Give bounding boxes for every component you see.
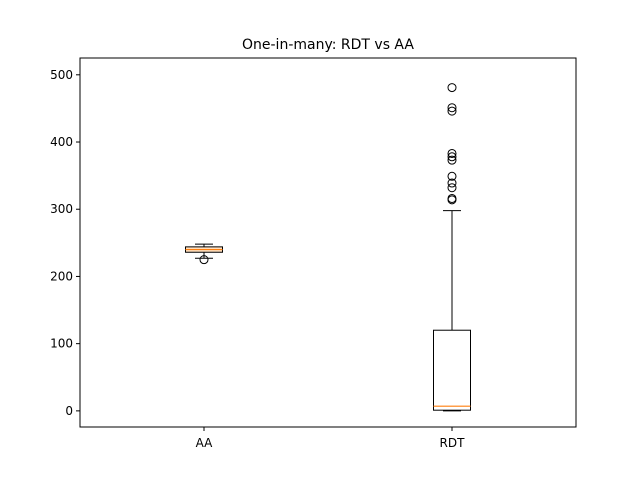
outlier-point bbox=[447, 171, 457, 181]
box-aa bbox=[185, 243, 223, 265]
y-axis: 0 100 200 300 400 500 bbox=[50, 68, 80, 418]
y-tick-label: 0 bbox=[65, 404, 73, 418]
x-axis: AA RDT bbox=[196, 427, 466, 450]
y-tick-label: 300 bbox=[50, 202, 73, 216]
outlier-point bbox=[447, 155, 457, 165]
outlier-point bbox=[447, 183, 457, 193]
plot-area bbox=[79, 57, 577, 428]
box-rdt bbox=[433, 83, 471, 412]
x-tick-label: RDT bbox=[440, 436, 466, 450]
outlier-point bbox=[447, 178, 457, 188]
y-tick-label: 100 bbox=[50, 337, 73, 351]
outlier-point bbox=[447, 193, 457, 203]
x-tick-label: AA bbox=[196, 436, 214, 450]
y-tick-label: 200 bbox=[50, 269, 73, 283]
outlier-point bbox=[447, 106, 457, 116]
box-iqr bbox=[433, 329, 471, 411]
y-tick-label: 500 bbox=[50, 68, 73, 82]
chart-title: One-in-many: RDT vs AA bbox=[242, 37, 414, 53]
outlier-point bbox=[447, 103, 457, 113]
plot-content bbox=[185, 83, 471, 412]
outlier-point bbox=[447, 152, 457, 162]
outlier-point bbox=[447, 148, 457, 158]
outlier-point bbox=[199, 255, 209, 265]
outlier-point bbox=[447, 83, 457, 93]
y-tick-label: 400 bbox=[50, 135, 73, 149]
